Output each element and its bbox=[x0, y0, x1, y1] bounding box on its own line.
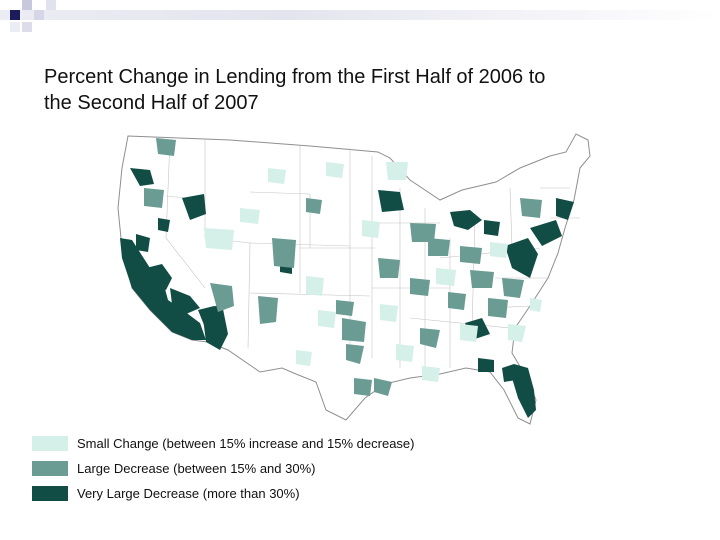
map-legend: Small Change (between 15% increase and 1… bbox=[32, 431, 414, 506]
legend-swatch-very-large-decrease bbox=[32, 485, 68, 501]
legend-label: Large Decrease (between 15% and 30%) bbox=[77, 460, 316, 476]
legend-item-very-large-decrease: Very Large Decrease (more than 30%) bbox=[32, 481, 414, 505]
small-change-regions bbox=[204, 162, 542, 382]
legend-swatch-small-change bbox=[32, 435, 68, 451]
us-lending-change-map bbox=[117, 133, 591, 425]
legend-item-small-change: Small Change (between 15% increase and 1… bbox=[32, 431, 414, 455]
legend-label: Very Large Decrease (more than 30%) bbox=[77, 485, 300, 501]
legend-swatch-large-decrease bbox=[32, 460, 68, 476]
header-band bbox=[0, 10, 720, 20]
large-decrease-regions bbox=[144, 138, 542, 396]
legend-item-large-decrease: Large Decrease (between 15% and 30%) bbox=[32, 456, 414, 480]
legend-label: Small Change (between 15% increase and 1… bbox=[77, 435, 415, 451]
decorative-squares bbox=[10, 0, 56, 32]
slide-title: Percent Change in Lending from the First… bbox=[44, 66, 546, 114]
